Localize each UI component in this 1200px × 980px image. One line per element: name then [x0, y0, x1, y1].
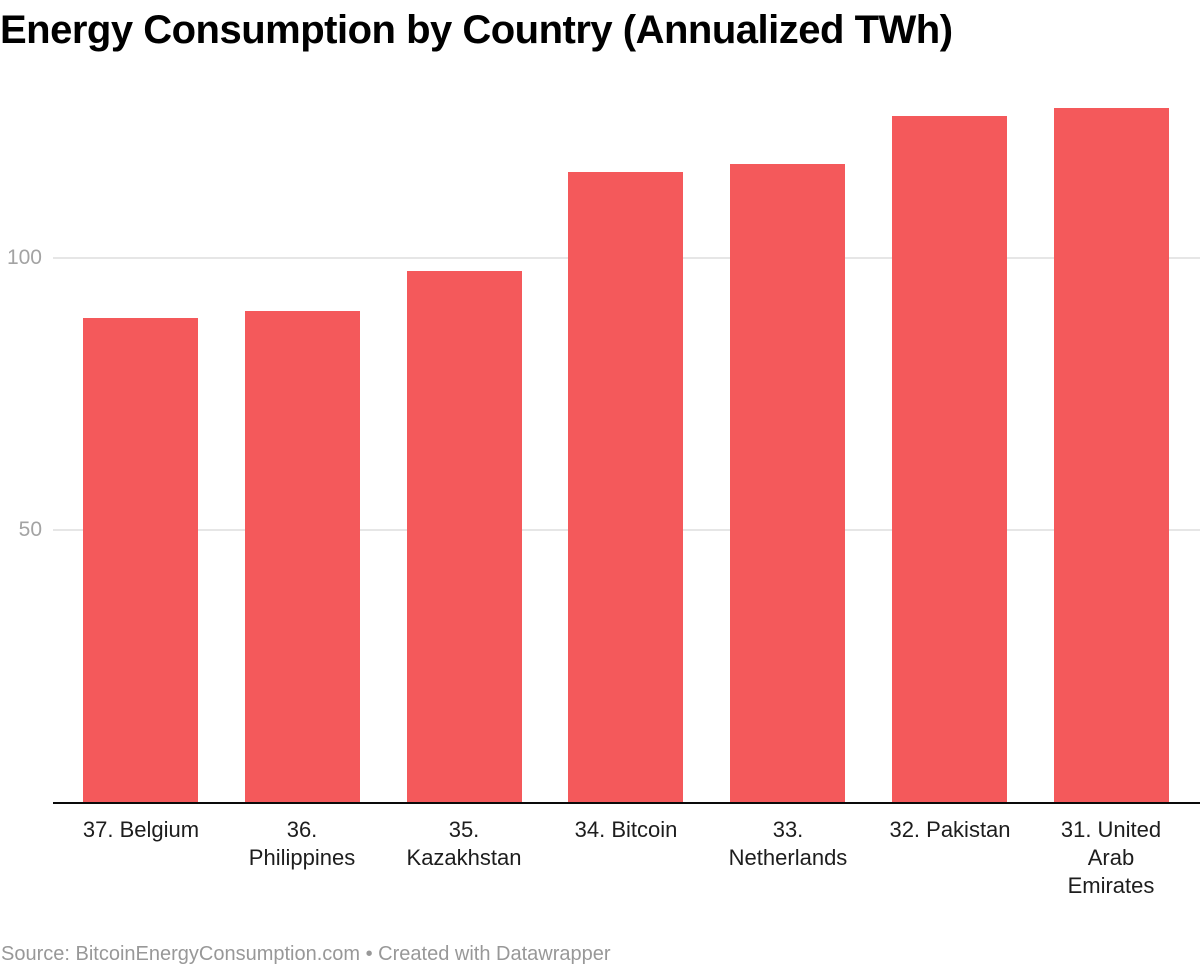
x-axis-label-3: 34. Bitcoin	[574, 817, 678, 842]
x-axis-label-1: 36. Philippines	[248, 817, 356, 870]
x-axis-label-2: 35. Kazakhstan	[406, 817, 522, 870]
chart-title: Energy Consumption by Country (Annualize…	[0, 8, 953, 52]
bar-33-netherlands[interactable]	[730, 164, 845, 802]
x-axis-line	[53, 802, 1200, 804]
bar-32-pakistan[interactable]	[892, 116, 1007, 802]
y-tick-label-100: 100	[6, 246, 42, 269]
y-tick-label-50: 50	[18, 518, 42, 541]
x-axis-label-4: 33. Netherlands	[728, 817, 848, 870]
bar-36-philippines[interactable]	[245, 310, 360, 802]
source-attribution: Source: BitcoinEnergyConsumption.com • C…	[1, 943, 611, 965]
x-axis-label-5: 32. Pakistan	[889, 817, 1011, 842]
bar-34-bitcoin[interactable]	[568, 171, 683, 802]
x-axis-label-6: 31. United Arab Emirates	[1060, 817, 1162, 898]
bar-31-united-arab-emirates[interactable]	[1054, 107, 1169, 802]
bar-35-kazakhstan[interactable]	[407, 270, 522, 802]
bar-37-belgium[interactable]	[83, 318, 198, 802]
x-axis-label-0: 37. Belgium	[82, 817, 200, 842]
